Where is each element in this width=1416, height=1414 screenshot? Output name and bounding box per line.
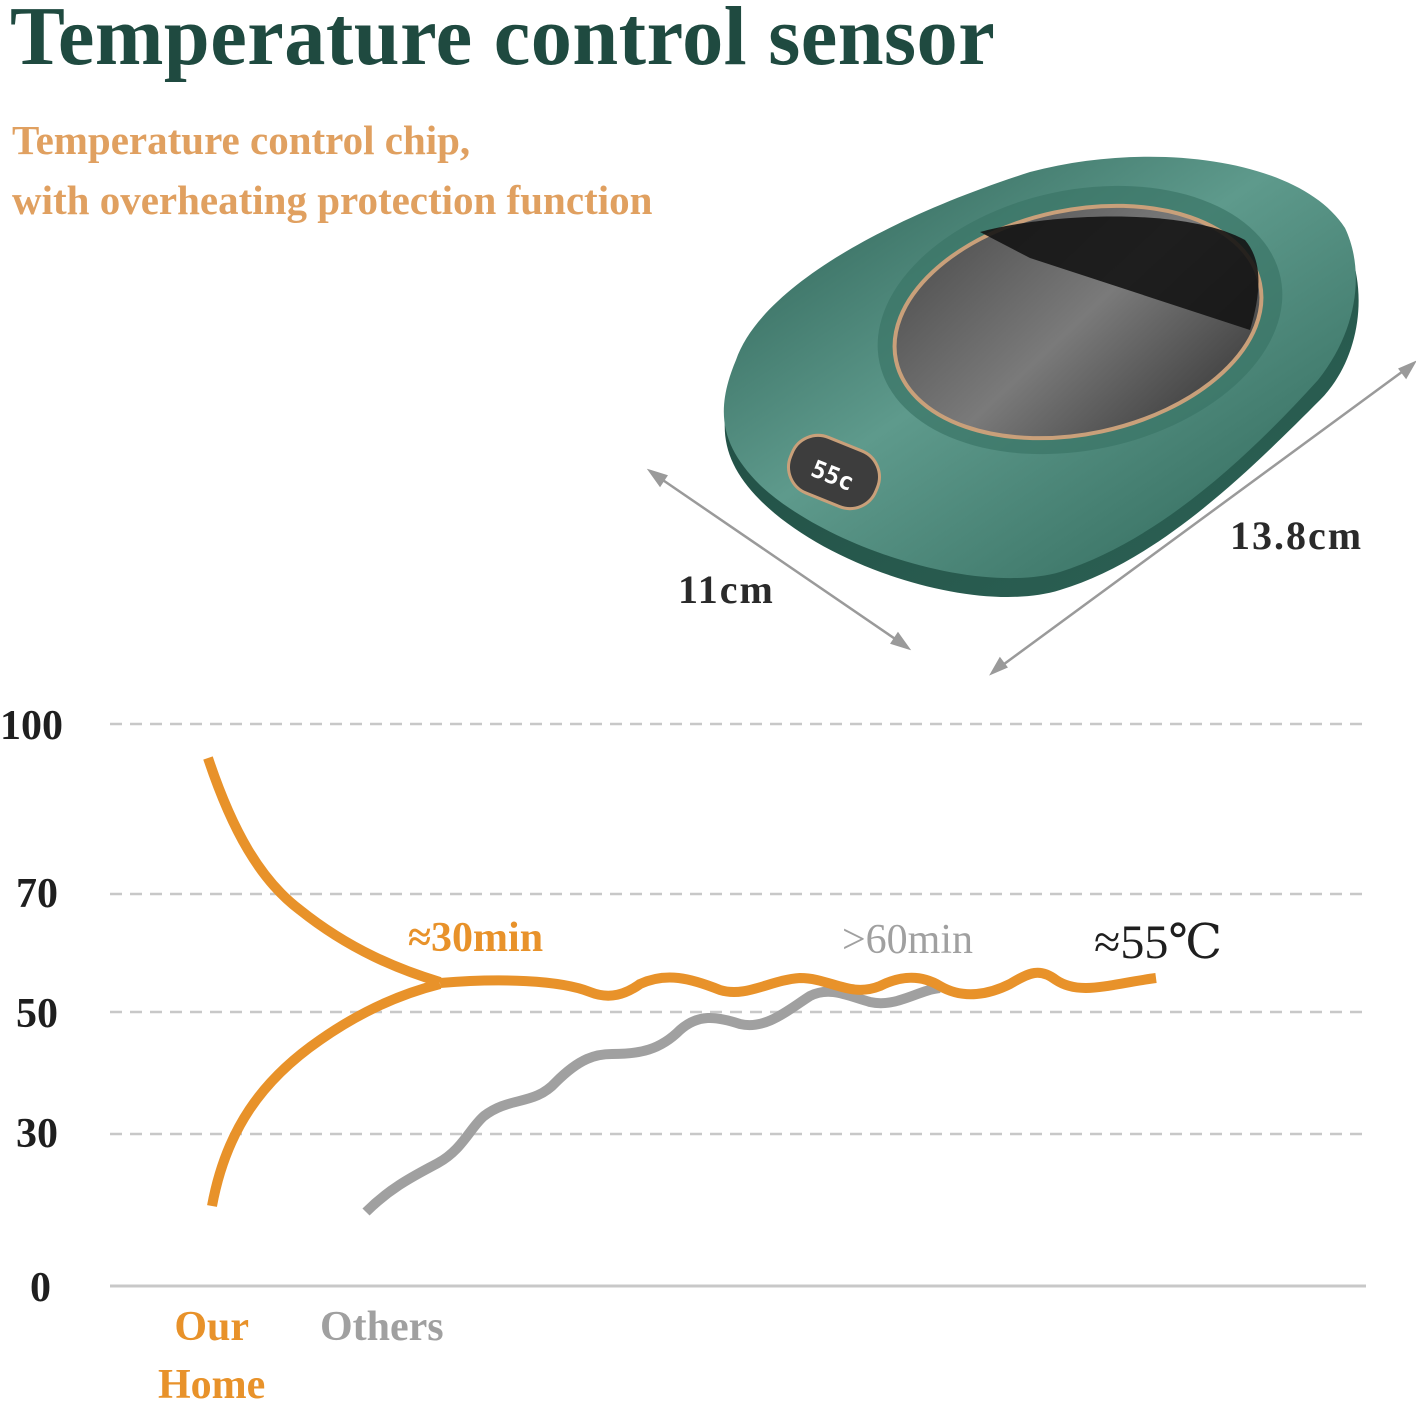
page-title: Temperature control sensor — [10, 0, 996, 83]
legend-our-home-line2: Home — [158, 1362, 266, 1408]
heating-plate — [892, 203, 1264, 441]
temperature-display: 55c — [787, 433, 881, 511]
y-axis-label-50: 50 — [16, 991, 58, 1037]
legend-others: Others — [320, 1304, 444, 1350]
width-dimension-arrow — [646, 468, 912, 651]
length-dimension-arrow — [989, 360, 1416, 676]
steady-temperature-annotation: ≈55℃ — [1094, 916, 1223, 969]
our-home-time-annotation: ≈30min — [408, 915, 544, 961]
y-axis-label-70: 70 — [16, 871, 58, 917]
product-illustration: 55c — [646, 156, 1416, 676]
y-axis-label-100: 100 — [0, 703, 63, 749]
our-home-cooling-line — [203, 756, 442, 987]
gridlines — [110, 722, 1364, 1136]
length-label: 13.8cm — [1230, 513, 1364, 558]
legend-our-home-line1: Our — [174, 1304, 249, 1350]
our-home-series — [203, 756, 1157, 1207]
our-home-warming-line — [207, 979, 442, 1207]
y-axis-label-0: 0 — [30, 1265, 51, 1311]
legend-our-home: Our Home — [158, 1298, 265, 1414]
subtitle-line-1: Temperature control chip, — [12, 117, 471, 163]
our-home-holding-line — [439, 967, 1157, 1001]
subtitle-line-2: with overheating protection function — [12, 177, 653, 223]
y-axis-label-30: 30 — [16, 1111, 58, 1157]
others-time-annotation: >60min — [842, 917, 974, 963]
width-label: 11cm — [678, 567, 775, 612]
others-series-line — [362, 983, 941, 1216]
